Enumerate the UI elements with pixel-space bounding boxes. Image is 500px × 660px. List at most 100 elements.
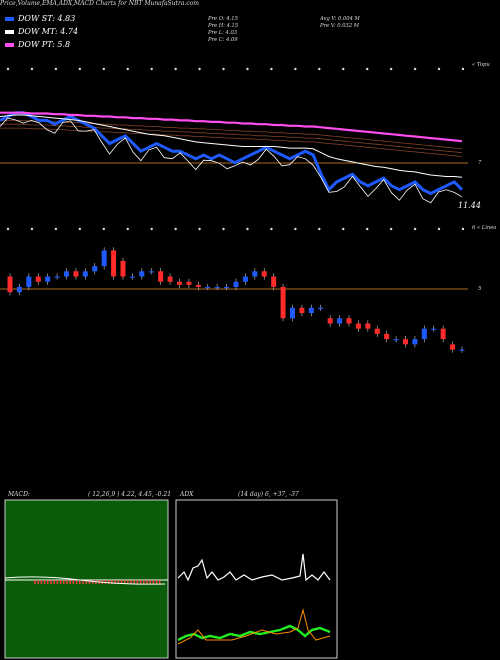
candle-body-27 [261, 271, 267, 277]
macd-line [4, 576, 166, 585]
top-tick-3 [78, 67, 82, 71]
mid-tick-1 [30, 227, 34, 231]
candle-body-14 [139, 271, 145, 277]
mid-tick-12 [294, 227, 297, 231]
candle-body-48 [459, 349, 465, 351]
mid-tick-15 [366, 227, 369, 231]
adx-params: (14 day) 6, +37, -37 [238, 491, 299, 498]
candle-body-44 [421, 328, 427, 340]
candle-body-28 [271, 276, 277, 287]
top-value-label: 11.44 [458, 201, 481, 210]
top-tick-8 [198, 67, 201, 71]
top-tick-1 [30, 67, 34, 71]
candle-body-42 [403, 339, 408, 345]
macd-panel [4, 499, 169, 659]
legend-st: DOW ST: 4.83 [5, 14, 75, 23]
stat-low: Pre L: 4.03 [208, 30, 238, 36]
macd-params: ( 12,26,9 ) 4.22, 4.45, -0.21 [88, 491, 172, 498]
candle-body-24 [233, 281, 239, 287]
candle-body-22 [214, 286, 220, 289]
mid-tick-0 [6, 227, 10, 231]
mid-tick-10 [246, 227, 249, 231]
mid-tick-13 [318, 227, 321, 231]
top-tick-18 [437, 67, 441, 71]
candle-body-40 [384, 333, 390, 340]
top-tick-19 [461, 67, 465, 71]
legend-mt-swatch [5, 29, 14, 34]
mid-tick-8 [198, 227, 201, 231]
top-tick-15 [366, 67, 369, 71]
stat-high: Pre H: 4.15 [208, 23, 239, 29]
candle-body-35 [337, 318, 343, 324]
candle-body-1 [16, 286, 22, 293]
mid-tick-17 [413, 227, 417, 231]
series-line-0 [0, 111, 464, 196]
candle-body-5 [54, 276, 60, 278]
candle-body-20 [195, 284, 201, 287]
candle-body-29 [280, 286, 286, 319]
candle-body-23 [224, 286, 230, 289]
adx-label: ADX [180, 491, 194, 498]
top-tick-2 [54, 67, 58, 71]
legend-pt-swatch [5, 42, 14, 47]
mid-tick-11 [270, 227, 273, 231]
top-tick-12 [294, 67, 297, 71]
candle-body-30 [290, 307, 295, 319]
mid-right-label: 6 « Linea [472, 225, 497, 231]
top-level-label: 7 [478, 160, 482, 166]
mid-tick-2 [54, 227, 58, 231]
macd-label: MACD: [8, 491, 30, 498]
ema-band-2 [0, 127, 463, 157]
series-line-1 [0, 114, 463, 178]
ema-band-0 [0, 120, 463, 150]
top-tick-10 [246, 67, 249, 71]
legend-pt: DOW PT: 5.8 [5, 40, 70, 49]
candle-body-8 [82, 271, 88, 277]
mid-tick-6 [150, 227, 153, 231]
candle-body-41 [393, 339, 399, 341]
ema-band-1 [0, 123, 463, 154]
mid-tick-3 [78, 227, 82, 231]
candle-body-13 [129, 276, 135, 278]
chart-title: Price,Volume,EMA,ADX,MACD Charts for NBT… [0, 0, 199, 7]
stat-avg-volume: Avg V: 0.004 M [320, 16, 360, 22]
mid-tick-9 [222, 227, 225, 231]
legend-mt-label: DOW MT: 4.74 [18, 27, 79, 36]
top-right-label: « Topu [472, 62, 490, 68]
candle-body-4 [45, 276, 51, 282]
candle-body-45 [431, 328, 437, 330]
mid-tick-5 [126, 227, 129, 231]
top-tick-9 [222, 67, 225, 71]
top-tick-16 [389, 67, 393, 71]
price-trace [0, 117, 463, 204]
candle-body-33 [318, 307, 324, 310]
legend-pt-label: DOW PT: 5.8 [18, 40, 71, 49]
top-tick-17 [413, 67, 417, 71]
top-tick-5 [126, 67, 129, 71]
candle-body-16 [158, 271, 164, 282]
adx-line [177, 553, 331, 582]
mid-tick-16 [389, 227, 393, 231]
candle-body-15 [148, 271, 154, 273]
mid-tick-7 [174, 227, 177, 231]
top-tick-11 [270, 67, 273, 71]
legend-st-swatch [5, 16, 14, 21]
candle-body-7 [73, 271, 79, 277]
candle-body-38 [365, 323, 371, 329]
stat-pre-volume: Pre V: 0.032 M [320, 23, 360, 29]
candle-body-17 [167, 276, 173, 282]
candle-body-25 [242, 276, 248, 282]
mid-tick-18 [437, 227, 441, 231]
top-tick-0 [6, 67, 10, 71]
mid-tick-14 [342, 227, 345, 231]
candle-body-10 [101, 250, 107, 267]
top-tick-7 [174, 67, 177, 71]
top-tick-6 [150, 67, 153, 71]
top-tick-4 [102, 67, 105, 71]
candle-body-46 [440, 328, 446, 340]
candle-body-6 [64, 271, 69, 277]
candle-body-43 [412, 339, 418, 345]
candle-body-47 [450, 344, 456, 350]
stat-close: Pre C: 4.09 [208, 37, 238, 43]
